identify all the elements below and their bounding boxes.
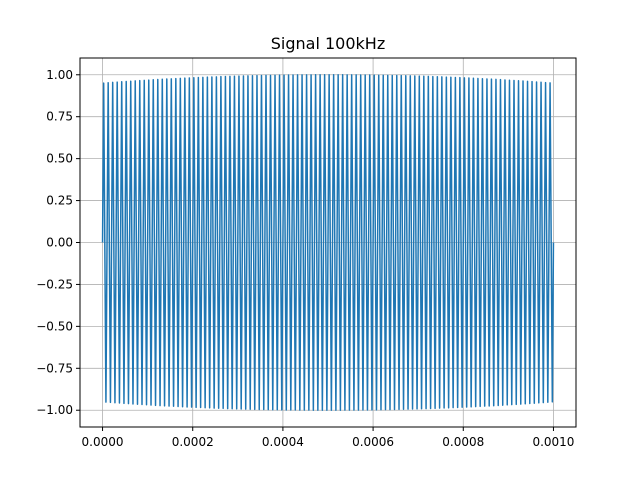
y-tick-label: −1.00 — [36, 403, 73, 417]
chart-title: Signal 100kHz — [271, 34, 385, 53]
series-layer — [101, 74, 555, 411]
y-tick-label: −0.25 — [36, 277, 73, 291]
x-tick-label: 0.0000 — [82, 435, 124, 449]
y-tick-label: 0.75 — [46, 110, 73, 124]
y-tick-label: −0.75 — [36, 361, 73, 375]
y-tick-label: −0.50 — [36, 319, 73, 333]
series-line — [101, 74, 555, 411]
x-tick-label: 0.0004 — [262, 435, 304, 449]
y-tick-label: 0.00 — [46, 236, 73, 250]
y-axis: −1.00 −0.75 −0.50 −0.25 0.00 0.25 0.50 0.75 1.00 — [36, 68, 80, 417]
x-tick-label: 0.0010 — [532, 435, 574, 449]
y-tick-label: 0.25 — [46, 194, 73, 208]
x-tick-label: 0.0002 — [172, 435, 214, 449]
x-axis: 0.0000 0.0002 0.0004 0.0006 0.0008 0.0010 — [82, 427, 574, 449]
y-tick-label: 1.00 — [46, 68, 73, 82]
x-tick-label: 0.0008 — [442, 435, 484, 449]
x-tick-label: 0.0006 — [352, 435, 394, 449]
y-tick-label: 0.50 — [46, 152, 73, 166]
